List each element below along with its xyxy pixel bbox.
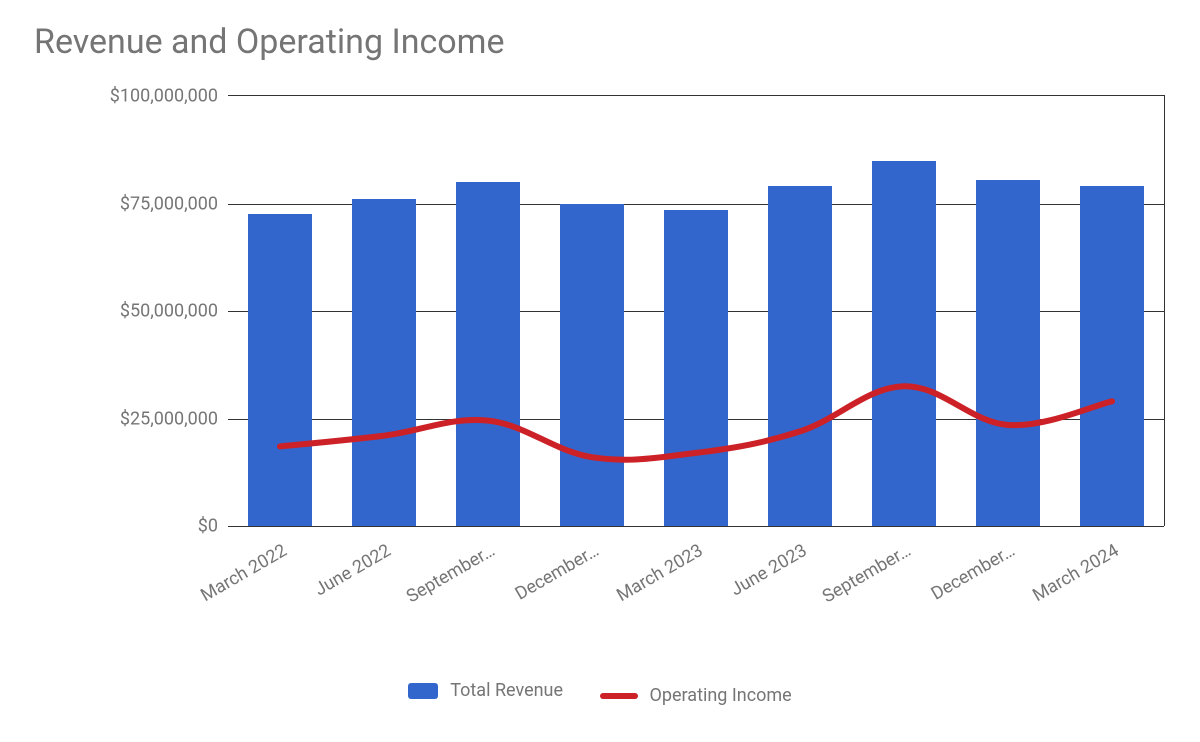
chart-title: Revenue and Operating Income (34, 22, 505, 62)
x-axis-label: December… (512, 540, 603, 605)
bar (352, 199, 416, 526)
y-axis-label: $0 (18, 516, 218, 537)
bar (664, 210, 728, 526)
legend-item-opincome: Operating Income (600, 685, 792, 706)
bar (456, 182, 520, 526)
x-axis-label: December… (928, 540, 1019, 605)
bar (1080, 186, 1144, 526)
bar (872, 161, 936, 527)
plot-area: $0$25,000,000$50,000,000$75,000,000$100,… (228, 95, 1165, 526)
x-axis-label: September… (403, 540, 499, 607)
y-axis-label: $100,000,000 (18, 86, 218, 107)
y-axis-label: $75,000,000 (18, 193, 218, 214)
x-axis-label: June 2023 (727, 540, 810, 600)
legend-swatch-line-icon (600, 693, 638, 699)
bar (976, 180, 1040, 526)
bar (560, 204, 624, 527)
x-axis-label: September… (819, 540, 915, 607)
y-axis-label: $25,000,000 (18, 408, 218, 429)
x-axis-label: June 2022 (311, 540, 394, 600)
legend-item-revenue: Total Revenue (408, 680, 563, 701)
x-axis-label: March 2023 (613, 540, 706, 606)
bar (248, 214, 312, 526)
legend-swatch-bar-icon (408, 683, 438, 699)
y-axis-label: $50,000,000 (18, 301, 218, 322)
legend-label-opincome: Operating Income (650, 685, 792, 706)
legend-label-revenue: Total Revenue (450, 680, 563, 701)
legend: Total Revenue Operating Income (0, 680, 1200, 706)
bar (768, 186, 832, 526)
gridline (228, 526, 1164, 527)
x-axis-label: March 2022 (197, 540, 290, 606)
x-axis-label: March 2024 (1029, 540, 1122, 606)
chart-container: Revenue and Operating Income $0$25,000,0… (0, 0, 1200, 742)
